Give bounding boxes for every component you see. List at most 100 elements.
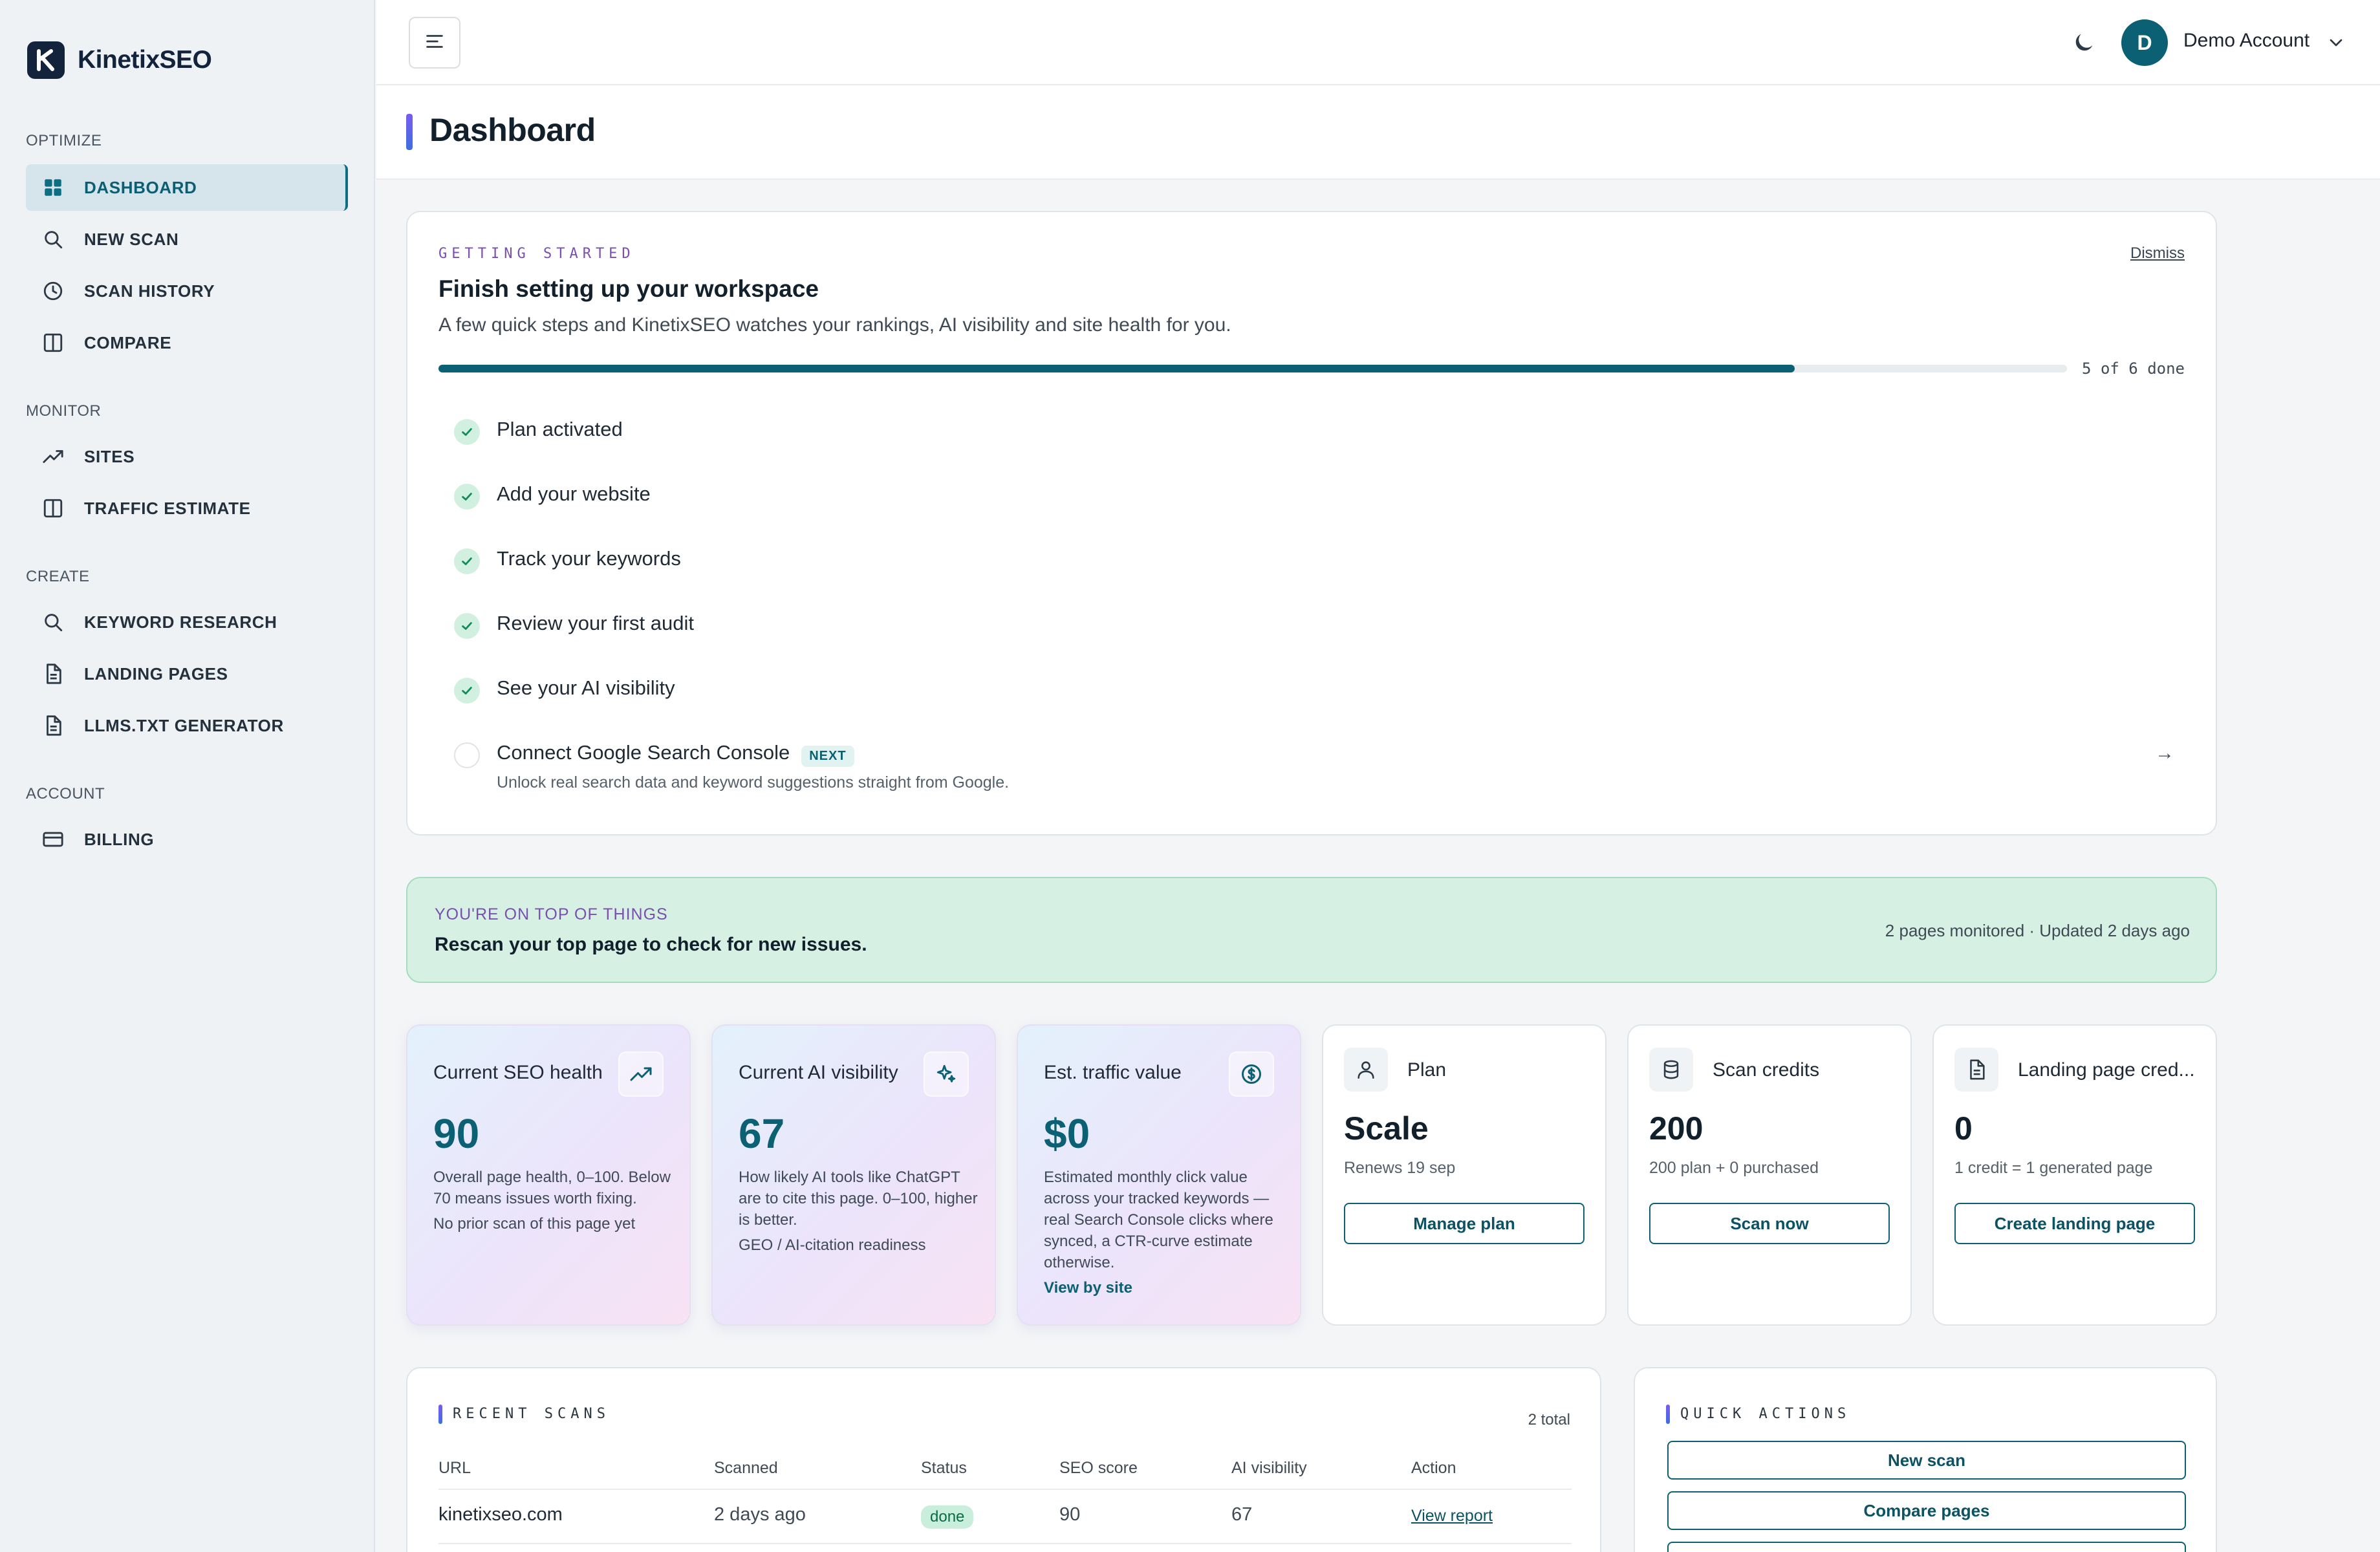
- stat-title: Current AI visibility: [739, 1062, 898, 1083]
- stat-value: 67: [739, 1110, 785, 1157]
- plan-card-title: Plan: [1407, 1059, 1447, 1081]
- setup-step[interactable]: See your AI visibility: [454, 676, 675, 704]
- page-header: Dashboard: [376, 85, 2380, 180]
- plan-card-value: Scale: [1344, 1110, 1429, 1147]
- scan-now-button[interactable]: Scan now: [1649, 1203, 1890, 1244]
- chevron-down-icon[interactable]: [2326, 32, 2346, 53]
- new-scan-button[interactable]: New scan: [1667, 1441, 2186, 1480]
- menu-icon: [424, 30, 446, 56]
- view-report-link[interactable]: View report: [1411, 1507, 1493, 1525]
- banner-meta: 2 pages monitored · Updated 2 days ago: [1885, 921, 2190, 940]
- plan-card-subtext: Renews 19 sep: [1344, 1159, 1456, 1177]
- dark-mode-toggle-icon[interactable]: [2071, 30, 2097, 56]
- next-badge: NEXT: [801, 746, 854, 768]
- avatar[interactable]: D: [2121, 19, 2168, 66]
- section-accent-bar: [1666, 1405, 1670, 1424]
- setup-step[interactable]: Add your website: [454, 482, 651, 510]
- check-icon: [454, 678, 480, 704]
- stat-footer: GEO / AI-citation readiness: [739, 1236, 926, 1254]
- banner-text: Rescan your top page to check for new is…: [435, 934, 867, 955]
- sidebar-item-compare[interactable]: COMPARE: [26, 319, 348, 366]
- credit-card-icon: [41, 828, 65, 851]
- quick-actions-eyebrow: QUICK ACTIONS: [1680, 1406, 1851, 1422]
- setup-step-label: See your AI visibility: [497, 676, 675, 699]
- plan-card-value: 0: [1954, 1110, 1973, 1147]
- setup-step-label: Review your first audit: [497, 612, 694, 634]
- sidebar-item-new-scan[interactable]: NEW SCAN: [26, 216, 348, 263]
- arrow-right-icon[interactable]: →: [2155, 742, 2174, 764]
- stat-card-seo-health: Current SEO health 90 Overall page healt…: [406, 1024, 691, 1326]
- recent-scans-card: RECENT SCANS 2 total URL Scanned Status …: [406, 1367, 1601, 1552]
- stat-value: 90: [433, 1110, 480, 1157]
- column-header-scanned: Scanned: [714, 1459, 778, 1477]
- menu-toggle-button[interactable]: [409, 17, 460, 69]
- banner-eyebrow: YOU'RE ON TOP OF THINGS: [435, 905, 668, 923]
- getting-started-title: Finish setting up your workspace: [438, 275, 819, 302]
- plan-card-subtext: 1 credit = 1 generated page: [1954, 1159, 2153, 1177]
- sidebar-item-dashboard[interactable]: DASHBOARD: [26, 164, 348, 211]
- setup-step-next[interactable]: Connect Google Search Console NEXT Unlock…: [454, 741, 1009, 792]
- sidebar-item-sites[interactable]: SITES: [26, 433, 348, 480]
- sparkles-icon: [924, 1051, 969, 1097]
- scan-credits-card: Scan credits 200 200 plan + 0 purchased …: [1627, 1024, 1912, 1326]
- manage-plan-button[interactable]: Manage plan: [1344, 1203, 1585, 1244]
- sidebar-item-label: TRAFFIC ESTIMATE: [84, 498, 251, 518]
- view-by-site-link[interactable]: View by site: [1044, 1279, 1132, 1297]
- user-icon: [1344, 1048, 1388, 1092]
- stat-description-block: Estimated monthly click value across you…: [1044, 1167, 1283, 1299]
- columns-icon: [41, 497, 65, 520]
- account-name[interactable]: Demo Account: [2183, 30, 2310, 51]
- sidebar-item-landing-pages[interactable]: LANDING PAGES: [26, 651, 348, 697]
- brand-logo-icon: [27, 41, 65, 79]
- nav-section-create: CREATE: [26, 568, 90, 585]
- columns-icon: [41, 331, 65, 354]
- sidebar-item-label: LLMS.TXT GENERATOR: [84, 715, 284, 735]
- brand[interactable]: KinetixSEO: [27, 41, 212, 79]
- sidebar-item-label: LANDING PAGES: [84, 663, 228, 684]
- nav-section-account: ACCOUNT: [26, 785, 105, 803]
- setup-step-label: Add your website: [497, 482, 651, 505]
- sidebar-item-keyword-research[interactable]: KEYWORD RESEARCH: [26, 599, 348, 645]
- plan-card-title: Landing page cred...: [2018, 1059, 2195, 1081]
- setup-step[interactable]: Track your keywords: [454, 547, 681, 574]
- ai-visibility-score: 67: [1231, 1504, 1253, 1525]
- setup-progress-bar: [438, 365, 2067, 372]
- sidebar-item-llms-txt-generator[interactable]: LLMS.TXT GENERATOR: [26, 702, 348, 749]
- check-icon: [454, 613, 480, 639]
- stat-footer: No prior scan of this page yet: [433, 1215, 636, 1233]
- status-badge: done: [921, 1505, 974, 1529]
- setup-step-label: Plan activated: [497, 418, 623, 440]
- stat-description: How likely AI tools like ChatGPT are to …: [739, 1169, 978, 1229]
- quick-action-button[interactable]: [1667, 1542, 2186, 1552]
- landing-page-credits-card: Landing page cred... 0 1 credit = 1 gene…: [1932, 1024, 2217, 1326]
- stat-description-block: How likely AI tools like ChatGPT are to …: [739, 1167, 978, 1256]
- dollar-icon: [1229, 1051, 1274, 1097]
- stat-card-traffic-value: Est. traffic value $0 Estimated monthly …: [1017, 1024, 1301, 1326]
- plan-card-value: 200: [1649, 1110, 1704, 1147]
- getting-started-subtitle: A few quick steps and KinetixSEO watches…: [438, 314, 1231, 336]
- stat-title: Current SEO health: [433, 1062, 603, 1083]
- table-divider: [438, 1543, 1572, 1544]
- search-icon: [41, 610, 65, 634]
- sidebar-item-scan-history[interactable]: SCAN HISTORY: [26, 268, 348, 314]
- sidebar-item-label: COMPARE: [84, 332, 172, 352]
- sidebar-item-traffic-estimate[interactable]: TRAFFIC ESTIMATE: [26, 485, 348, 532]
- stat-value: $0: [1044, 1110, 1090, 1157]
- sidebar-item-billing[interactable]: BILLING: [26, 816, 348, 863]
- seo-score: 90: [1059, 1504, 1081, 1525]
- setup-step[interactable]: Review your first audit: [454, 612, 694, 639]
- create-landing-page-button[interactable]: Create landing page: [1954, 1203, 2195, 1244]
- file-icon: [41, 662, 65, 685]
- grid-icon: [41, 176, 65, 199]
- section-accent-bar: [438, 1405, 442, 1424]
- dismiss-link[interactable]: Dismiss: [2130, 244, 2185, 262]
- setup-step-label: Connect Google Search Console: [497, 741, 790, 764]
- setup-progress-fill: [438, 365, 1795, 372]
- title-accent-bar: [406, 114, 413, 150]
- recent-scans-total: 2 total: [1528, 1411, 1570, 1428]
- nav-section-optimize: OPTIMIZE: [26, 132, 102, 149]
- setup-step[interactable]: Plan activated: [454, 418, 623, 445]
- compare-pages-button[interactable]: Compare pages: [1667, 1491, 2186, 1530]
- sidebar-item-label: SITES: [84, 446, 135, 466]
- setup-step-label: Track your keywords: [497, 547, 681, 570]
